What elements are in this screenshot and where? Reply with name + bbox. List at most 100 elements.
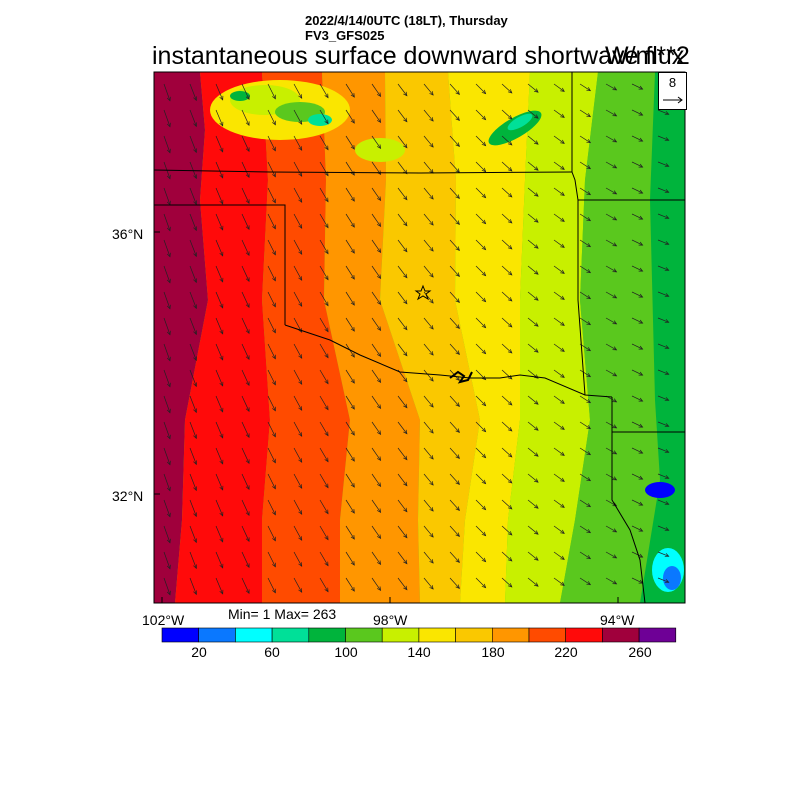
wind-arrow-head [324, 561, 329, 567]
wind-arrow [631, 109, 643, 116]
wind-arrow [215, 83, 224, 100]
wind-arrow-head [350, 509, 355, 514]
wind-arrow-head [324, 301, 329, 307]
wind-arrow-head [272, 94, 276, 100]
wind-arrow [241, 317, 250, 334]
wind-arrow-head [560, 425, 565, 430]
wind-arrow [397, 265, 408, 278]
wind-arrow [215, 473, 224, 490]
wind-arrow [215, 421, 224, 438]
wind-arrow [163, 83, 171, 101]
wind-arrow [631, 551, 643, 558]
wind-arrow [267, 265, 276, 281]
wind-arrow [501, 265, 513, 276]
wind-arrow-head [350, 405, 355, 410]
wind-arrow-head [272, 302, 276, 308]
lat-label-32: 32°N [112, 488, 144, 504]
wind-arrow [553, 447, 565, 456]
wind-arrow [475, 577, 486, 588]
wind-arrow-head [324, 457, 329, 463]
wind-arrow [475, 213, 486, 224]
wind-arrow [579, 421, 591, 429]
wind-arrow [423, 551, 434, 564]
wind-arrow [293, 291, 303, 307]
wind-arrow [189, 239, 197, 257]
wind-arrow-head [245, 225, 250, 231]
wind-arrow-head [166, 564, 171, 570]
wind-arrow-head [612, 424, 618, 429]
wind-arrow-head [507, 557, 513, 562]
wind-arrow-head [481, 323, 487, 329]
wind-arrow-head [193, 538, 198, 544]
wind-arrow [371, 369, 381, 383]
wind-arrow-head [403, 299, 408, 305]
wind-arrow [345, 291, 355, 306]
wind-arrow-head [324, 249, 329, 255]
wind-arrow [657, 317, 669, 323]
wind-arrow [345, 395, 355, 410]
wind-arrow-head [245, 511, 250, 517]
wind-arrow-head [455, 272, 460, 277]
wind-arrow-head [481, 557, 487, 563]
wind-arrow-head [298, 250, 303, 255]
wind-arrow [345, 551, 355, 566]
wind-arrow-head [324, 483, 329, 489]
wind-arrow [241, 135, 250, 152]
wind-arrow [501, 447, 513, 458]
wind-arrow [397, 135, 408, 148]
wind-arrow-head [586, 113, 592, 118]
wind-arrow [475, 447, 486, 458]
wind-arrow [631, 395, 643, 402]
wind-arrow-head [481, 219, 487, 225]
wind-arrow-head [481, 115, 487, 121]
wind-arrow [267, 317, 276, 333]
wind-arrow-head [376, 456, 382, 462]
wind-arrow-head [219, 485, 224, 491]
wind-arrow-head [560, 243, 565, 248]
wind-arrow-head [638, 137, 644, 142]
wind-arrow [397, 577, 408, 590]
wind-arrow [579, 499, 591, 507]
wind-arrow-head [403, 481, 408, 487]
wind-arrow-head [298, 458, 303, 463]
wind-arrow-head [376, 196, 382, 202]
wind-arrow [527, 135, 539, 145]
wind-arrow-head [638, 163, 644, 168]
wind-arrow [319, 369, 329, 384]
wind-arrow [371, 109, 381, 123]
wind-arrow [657, 577, 669, 583]
wind-arrow [241, 447, 250, 464]
wind-arrow-head [429, 481, 434, 486]
wind-arrow [267, 109, 276, 125]
wind-arrow [449, 525, 460, 537]
wind-arrow-head [298, 510, 303, 515]
wind-arrow-head [664, 475, 670, 479]
wind-arrow [267, 577, 276, 593]
wind-arrow-head [612, 528, 618, 533]
wind-arrow [423, 187, 434, 200]
wind-arrow [345, 577, 355, 592]
wind-arrow [553, 317, 565, 326]
wind-arrow [657, 239, 669, 245]
wind-arrow-head [272, 458, 276, 464]
wind-arrow [345, 473, 355, 488]
wind-arrow-head [612, 86, 618, 91]
wind-arrow-head [638, 85, 644, 90]
wind-arrow-head [612, 398, 618, 403]
wind-arrow-head [560, 451, 565, 456]
wind-arrow [631, 161, 643, 168]
wind-arrow-head [560, 477, 565, 482]
wind-arrow-head [586, 87, 592, 92]
wind-arrow-head [272, 562, 276, 568]
wind-arrow-head [455, 558, 460, 563]
wind-arrow [631, 187, 643, 194]
wind-arrow-head [534, 244, 539, 249]
wind-arrow-head [664, 267, 670, 271]
lon-label-98: 98°W [373, 612, 408, 628]
wind-arrow [553, 291, 565, 300]
wind-arrow [163, 369, 171, 387]
wind-arrow-head [455, 402, 460, 407]
wind-arrow-head [350, 93, 355, 98]
wind-arrow [579, 369, 591, 377]
wind-arrow [423, 473, 434, 486]
